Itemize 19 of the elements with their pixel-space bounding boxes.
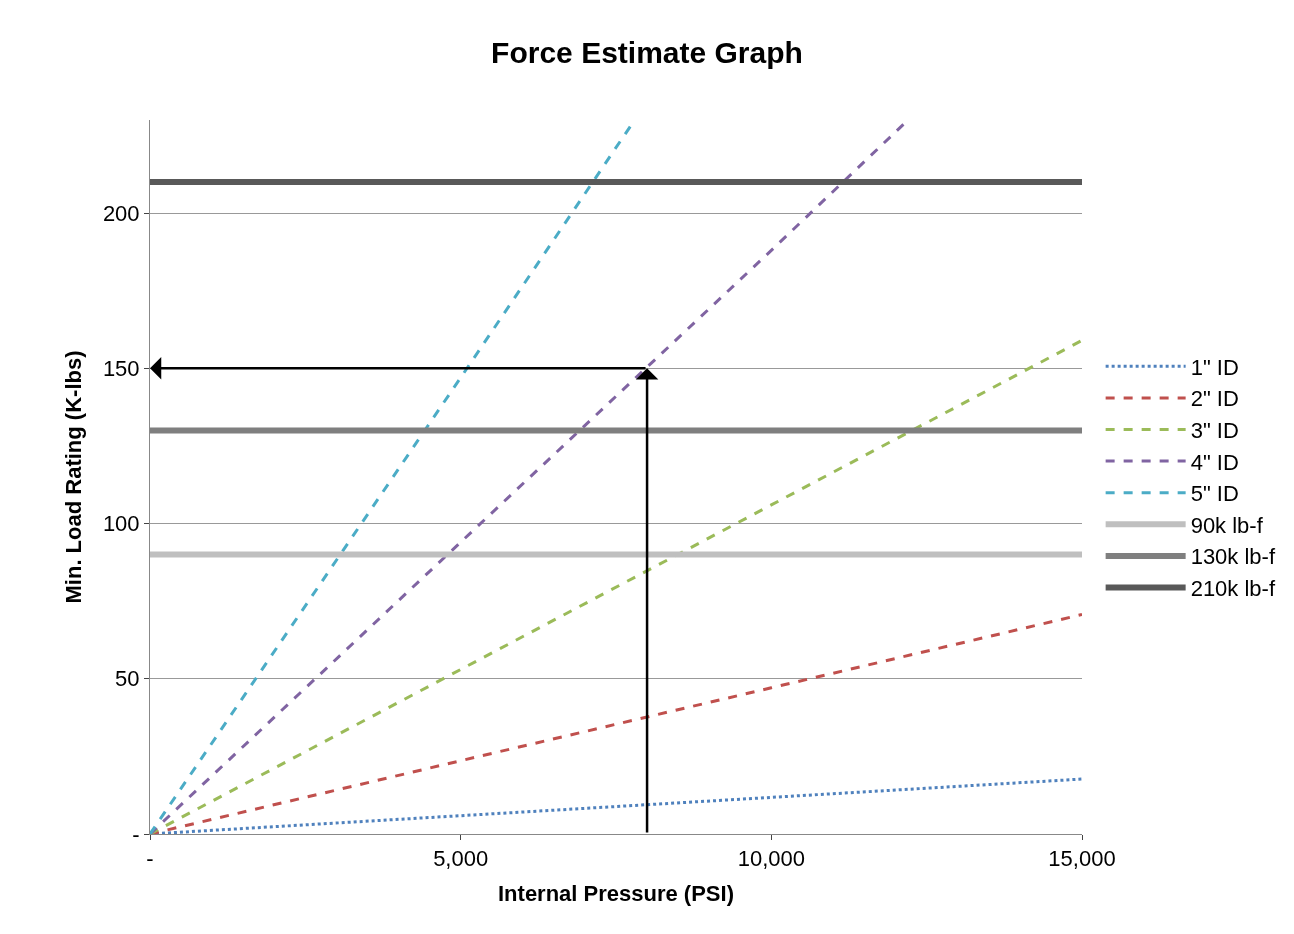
legend-label: 2" ID [1190,386,1239,412]
legend-label: 5" ID [1190,481,1239,507]
y-axis-title: Min. Load Rating (K-lbs) [60,350,86,604]
y-tick-label: 150 [102,356,140,382]
legend-label: 130k lb-f [1190,544,1276,570]
legend-label: 210k lb-f [1190,576,1276,602]
x-tick-label: 5,000 [433,846,489,872]
legend-label: 90k lb-f [1190,512,1264,538]
x-tick-label: 10,000 [737,846,805,872]
y-tick-label: 100 [102,511,140,537]
legend-label: 3" ID [1190,418,1239,444]
chart-title: Force Estimate Graph [491,36,803,70]
x-tick-label: 15,000 [1048,846,1116,872]
y-tick-label: 50 [115,666,140,692]
legend-label: 1" ID [1190,354,1239,380]
y-tick-label: 200 [102,200,140,226]
y-tick-label: - [132,821,140,847]
x-axis-title: Internal Pressure (PSI) [498,881,734,907]
legend-label: 4" ID [1190,449,1239,475]
